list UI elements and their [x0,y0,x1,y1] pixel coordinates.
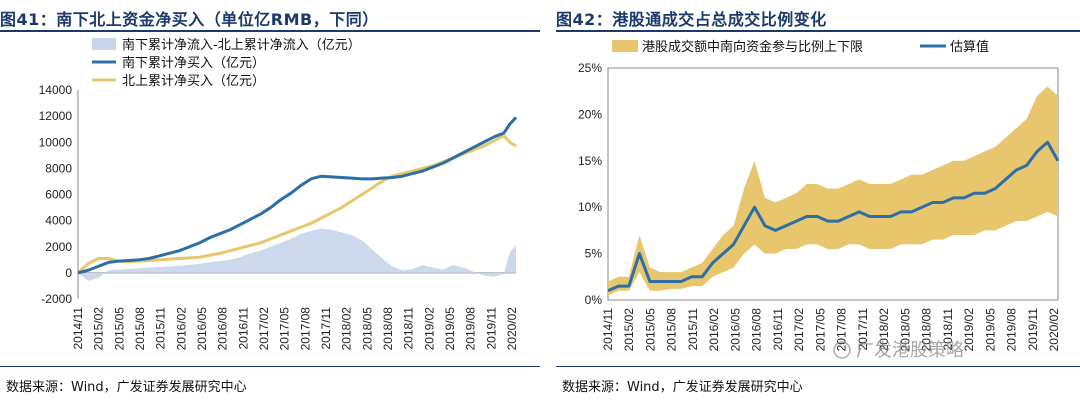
left-x-tick-label: 2016/08 [216,307,230,351]
right-x-tick-label: 2016/02 [707,308,721,352]
left-y-tick-label: 0 [65,266,72,280]
right-x-tick-label: 2019/02 [962,308,976,352]
left-x-tick-label: 2017/08 [298,307,312,351]
right-x-tick-label: 2017/05 [813,308,827,352]
left-x-tick-label: 2018/08 [381,307,395,351]
left-chart: -2000 0 2000 4000 6000 8000 10000 12000 14000 201… [39,37,519,351]
right-x-tick-label: 2015/02 [622,308,636,352]
left-x-tick-label: 2019/02 [422,307,436,351]
left-y-tick-label: 10000 [39,135,73,149]
left-x-tick-label: 2017/11 [319,307,333,350]
southbound-line [77,116,518,275]
legend-estimate-label: 估算值 [950,39,989,55]
right-x-tick-label: 2018/11 [941,308,955,351]
left-figure-title: 图41：南下北上资金净买入（单位亿RMB，下同） [0,6,540,29]
right-x-tick-label: 2016/11 [771,308,785,351]
right-x-tick-label: 2020/02 [1047,308,1061,352]
right-x-tick-label: 2018/05 [898,308,912,352]
right-x-tick-label: 2015/08 [665,308,679,352]
legend-band-swatch [612,40,638,52]
right-x-tick-label: 2017/02 [792,308,806,352]
left-y-tick-label: 14000 [39,83,73,97]
right-y-tick-label: 5% [585,247,603,261]
left-x-tick-label: 2015/11 [154,307,168,350]
right-y-tick-label: 10% [578,200,602,214]
left-x-tick-label: 2015/05 [112,307,126,351]
right-figure-title-text: 港股通成交占总成交比例变化 [612,10,827,29]
right-figure-number: 图42： [556,10,613,29]
left-x-tick-label: 2017/02 [257,307,271,351]
watermark-text: 广发港股策略 [856,340,964,361]
left-x-tick-label: 2018/02 [340,307,354,351]
right-figure-panel: 图42：港股通成交占总成交比例变化 0% 5% 10% 15% 20% 25% 2014/1… [556,0,1080,402]
left-x-tick-label: 2016/05 [195,307,209,351]
right-x-tick-label: 2014/11 [601,308,615,351]
right-x-tick-label: 2018/02 [877,308,891,352]
left-figure-title-text: 南下北上资金净买入（单位亿RMB，下同） [56,10,379,29]
right-y-tick-label: 0% [585,293,603,307]
left-x-tick-label: 2019/11 [484,307,498,350]
left-x-tick-label: 2018/11 [402,307,416,350]
right-x-tick-label: 2019/11 [1026,308,1040,351]
right-x-tick-label: 2019/08 [1005,308,1019,352]
estimate-line [607,140,1060,293]
right-x-tick-label: 2017/11 [856,308,870,351]
left-x-tick-label: 2019/08 [464,307,478,351]
right-source-rule [556,366,1080,367]
left-x-tick-label: 2016/02 [174,307,188,351]
left-x-tick-label: 2019/05 [443,307,457,351]
legend-diff-label: 南下累计净流入-北上累计净流入（亿元） [122,37,361,53]
legend-southbound-label: 南下累计净买入（亿元） [122,55,265,71]
right-source: 数据来源：Wind，广发证券发展研究中心 [562,380,803,395]
left-x-tick-label: 2018/05 [360,307,374,351]
legend-band-label: 港股成交额中南向资金参与比例上下限 [642,39,863,55]
right-chart: 0% 5% 10% 15% 20% 25% 2014/11 2015/02 2015/05 201… [578,39,1061,361]
left-x-tick-label: 2020/02 [505,307,519,351]
right-x-tick-label: 2016/08 [750,308,764,352]
left-y-tick-label: 2000 [45,240,72,254]
right-x-tick-label: 2017/08 [835,308,849,352]
legend-northbound-label: 北上累计净买入（亿元） [122,74,265,89]
left-y-tick-label: 8000 [45,161,72,175]
watermark-logo-icon [833,341,851,359]
right-figure-title: 图42：港股通成交占总成交比例变化 [556,6,1080,29]
right-x-tick-label: 2016/05 [728,308,742,352]
right-x-tick-label: 2015/05 [643,308,657,352]
left-source: 数据来源：Wind，广发证券发展研究中心 [6,380,247,395]
right-y-tick-label: 15% [578,154,602,168]
right-title-rule [556,30,1080,32]
left-x-tick-label: 2014/11 [71,307,85,350]
left-x-tick-label: 2015/02 [92,307,106,351]
left-x-tick-label: 2017/05 [278,307,292,351]
left-y-tick-label: 12000 [39,109,73,123]
left-figure-panel: 图41：南下北上资金净买入（单位亿RMB，下同） -2000 0 2000 4000 6… [0,6,540,395]
left-y-tick-label: 4000 [45,214,72,228]
left-x-tick-label: 2016/11 [236,307,250,350]
right-x-tick-label: 2019/05 [983,308,997,352]
left-source-rule [0,366,540,367]
left-x-tick-label: 2015/08 [133,307,147,351]
legend-diff-swatch [92,38,116,50]
left-title-rule [0,30,540,32]
left-y-tick-label: 6000 [45,188,72,202]
range-band-series [608,86,1058,296]
right-x-tick-label: 2015/11 [686,308,700,351]
diff-area-series [78,228,516,281]
right-x-tick-label: 2018/08 [920,308,934,352]
right-y-tick-label: 25% [578,61,602,75]
left-y-tick-label: -2000 [41,292,72,306]
left-figure-number: 图41： [0,10,57,29]
right-y-tick-label: 20% [578,107,602,121]
